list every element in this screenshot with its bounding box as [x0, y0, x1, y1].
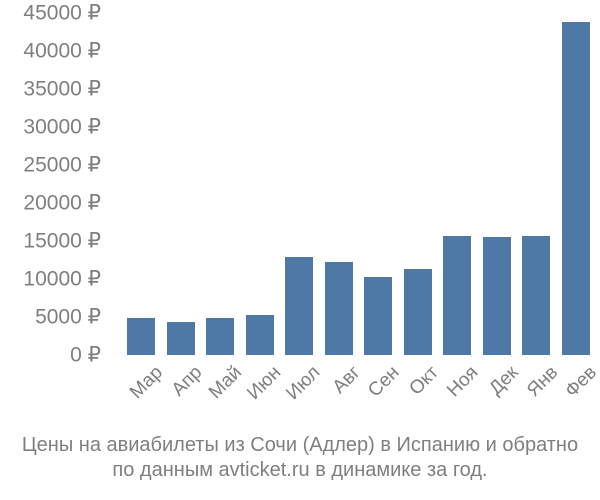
y-tick-label: 25000 ₽ — [23, 153, 101, 177]
y-tick-label: 0 ₽ — [70, 343, 101, 367]
month-label-Июл: Июл — [282, 362, 325, 405]
y-tick-label: 30000 ₽ — [23, 115, 101, 139]
bar-Дек — [482, 237, 511, 355]
caption-line-2: по данным avticket.ru в динамике за год. — [112, 459, 488, 481]
month-label-Ноя: Ноя — [443, 362, 483, 402]
y-axis-tick-labels: 0 ₽ 5000 ₽ 10000 ₽ 15000 ₽ 20000 ₽ 25000 ₽ 300… — [0, 0, 101, 380]
month-label-Фев: Фев — [561, 362, 600, 402]
month-label-Дек: Дек — [485, 362, 523, 400]
y-tick-label: 20000 ₽ — [23, 191, 101, 215]
bar-Сен — [364, 276, 392, 355]
month-label-Янв: Янв — [522, 362, 562, 402]
month-label-Окт: Окт — [405, 362, 444, 400]
y-tick-label: 5000 ₽ — [35, 305, 101, 329]
bar-Фев — [561, 22, 590, 355]
plot-area — [115, 13, 596, 355]
y-tick-label: 45000 ₽ — [23, 1, 101, 25]
bar-Ноя — [443, 236, 471, 355]
month-label-Авг: Авг — [328, 362, 365, 398]
bar-Авг — [324, 261, 353, 355]
x-axis-month-labels: Мар Апр Май Июн Июл Авг Сен Окт Ноя Дек Янв Фев — [115, 362, 600, 427]
y-tick-label: 35000 ₽ — [23, 77, 101, 101]
bar-Май — [206, 317, 234, 355]
chart-caption: Цены на авиабилеты из Сочи (Адлер) в Исп… — [0, 433, 600, 483]
month-label-Май: Май — [204, 362, 246, 404]
y-tick-label: 10000 ₽ — [23, 267, 101, 291]
y-tick-label: 40000 ₽ — [23, 39, 101, 63]
month-label-Апр: Апр — [167, 362, 207, 401]
month-label-Сен: Сен — [364, 362, 404, 402]
bar-Янв — [522, 236, 550, 355]
bar-Окт — [403, 269, 432, 355]
bar-Апр — [166, 321, 195, 355]
bar-Июл — [285, 257, 313, 355]
bar-Мар — [127, 317, 155, 355]
month-label-Июн: Июн — [243, 362, 286, 405]
caption-line-1: Цены на авиабилеты из Сочи (Адлер) в Исп… — [21, 434, 579, 456]
month-label-Мар: Мар — [125, 362, 167, 404]
y-tick-label: 15000 ₽ — [23, 229, 101, 253]
bar-Июн — [245, 314, 274, 355]
